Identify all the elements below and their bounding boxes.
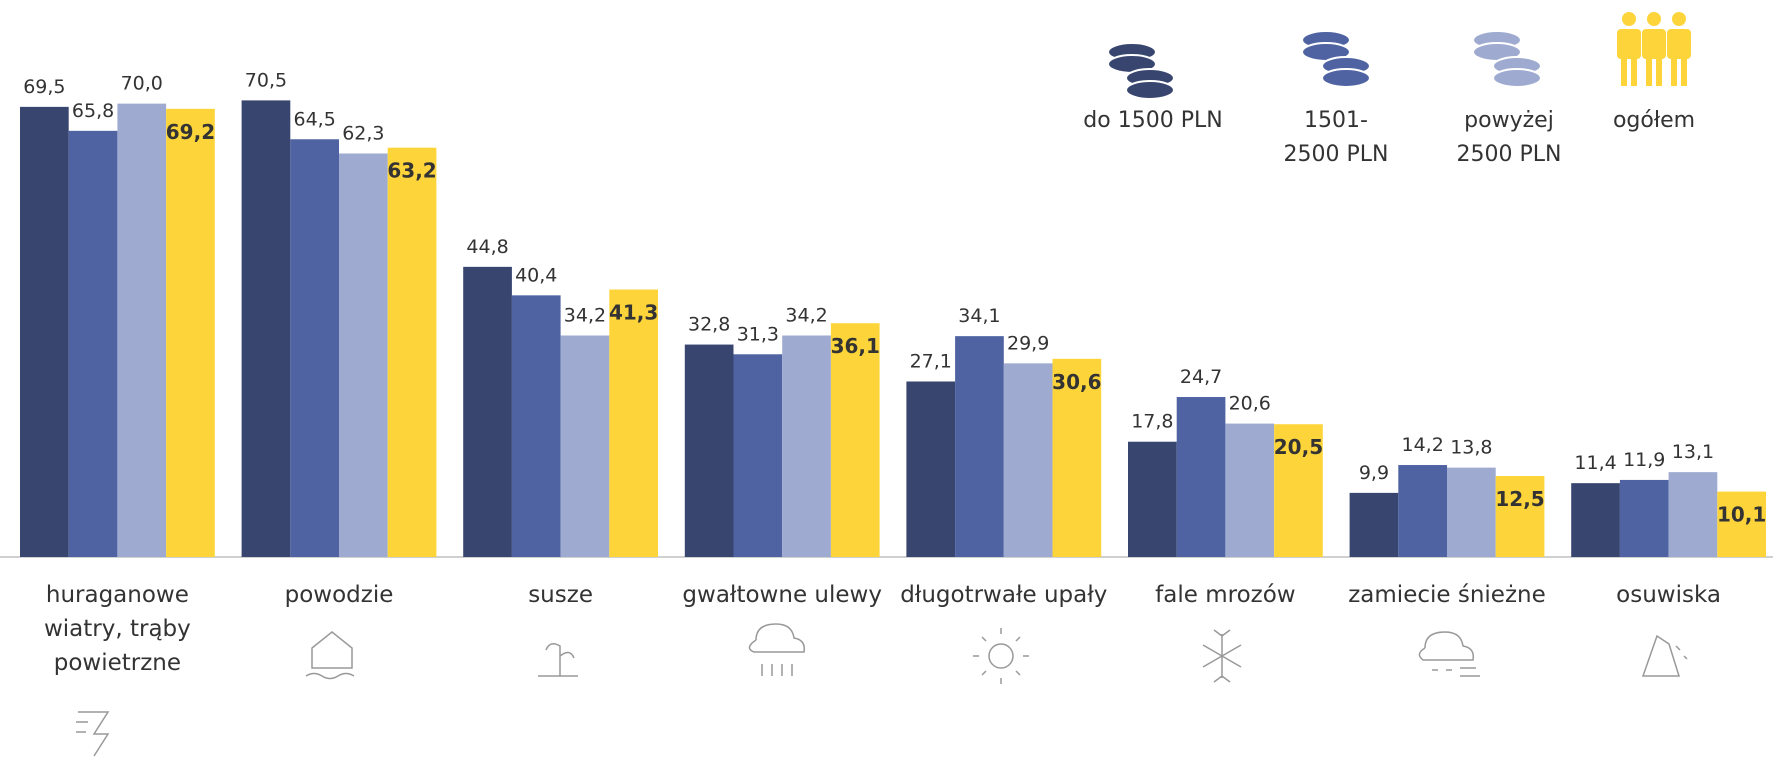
bar: [1176, 397, 1226, 557]
bar: [1274, 424, 1323, 557]
data-label: 64,5: [293, 108, 335, 130]
x-tick-label: susze: [528, 582, 593, 608]
bar: [955, 336, 1004, 557]
bar: [68, 130, 118, 557]
data-label: 41,3: [609, 301, 658, 325]
data-label: 13,1: [1672, 441, 1714, 463]
data-label: 36,1: [831, 334, 880, 358]
data-label: 11,4: [1574, 452, 1616, 474]
bar: [609, 289, 658, 557]
bar: [1717, 491, 1766, 557]
data-label: 44,8: [466, 236, 508, 258]
data-label: 32,8: [688, 314, 730, 336]
data-label: 69,5: [23, 76, 65, 98]
data-label: 12,5: [1495, 487, 1544, 511]
data-label: 29,9: [1007, 332, 1049, 354]
bar: [20, 106, 69, 558]
data-label: 20,6: [1229, 393, 1271, 415]
x-tick-label: osuwiska: [1616, 582, 1721, 608]
data-label: 13,8: [1450, 437, 1492, 459]
bar: [117, 103, 167, 558]
data-label: 62,3: [342, 122, 384, 144]
data-label: 70,5: [245, 69, 287, 91]
data-label: 9,9: [1359, 462, 1389, 484]
bar: [463, 266, 512, 557]
bar: [1571, 483, 1620, 557]
bar: [1349, 492, 1399, 557]
bar: [387, 147, 437, 557]
data-label: 34,2: [785, 304, 827, 326]
x-tick-label: huraganowe wiatry, trąby powietrzne: [43, 582, 191, 676]
bar: [241, 100, 291, 558]
x-tick-label: powodzie: [284, 582, 394, 608]
bar: [1447, 467, 1496, 557]
bar: [290, 139, 339, 557]
bar: [1225, 423, 1275, 557]
legend-label: 1501- 2500 PLN: [1283, 108, 1389, 167]
data-label: 10,1: [1717, 503, 1766, 527]
data-label: 65,8: [72, 100, 114, 122]
data-label: 40,4: [515, 264, 557, 286]
bar: [1003, 363, 1053, 557]
bar: [733, 354, 783, 557]
legend-label: powyżej 2500 PLN: [1456, 108, 1562, 167]
bar: [684, 344, 734, 557]
x-tick-label: długotrwałe upały: [900, 582, 1108, 608]
bar: [782, 335, 831, 557]
x-tick-label: fale mrozów: [1155, 582, 1296, 608]
legend-label: do 1500 PLN: [1083, 108, 1223, 133]
bar: [339, 153, 388, 557]
bar: [1495, 476, 1545, 557]
data-label: 11,9: [1623, 449, 1665, 471]
bar: [1398, 465, 1447, 557]
data-label: 27,1: [910, 350, 952, 372]
data-label: 30,6: [1052, 370, 1101, 394]
data-label: 20,5: [1274, 435, 1323, 459]
bar: [1128, 441, 1177, 557]
data-label: 14,2: [1401, 434, 1443, 456]
legend-icons: [1107, 12, 1691, 100]
bar: [906, 381, 956, 557]
bar: [1619, 479, 1669, 557]
bar: [1668, 472, 1718, 557]
x-tick-label: zamiecie śnieżne: [1348, 582, 1546, 608]
data-label: 70,0: [121, 73, 163, 95]
bar: [830, 323, 880, 557]
data-label: 63,2: [387, 159, 436, 183]
data-label: 34,2: [564, 304, 606, 326]
bar: [560, 335, 610, 557]
category-icons: [76, 623, 1688, 757]
data-label: 17,8: [1131, 411, 1173, 433]
bar: [166, 108, 215, 558]
data-label: 24,7: [1180, 366, 1222, 388]
bar: [511, 295, 561, 557]
legend-label: ogółem: [1612, 108, 1696, 133]
data-label: 31,3: [737, 323, 779, 345]
x-tick-label: gwałtowne ulewy: [682, 582, 882, 608]
data-label: 69,2: [166, 120, 215, 144]
bar: [1052, 358, 1102, 557]
data-label: 34,1: [958, 305, 1000, 327]
